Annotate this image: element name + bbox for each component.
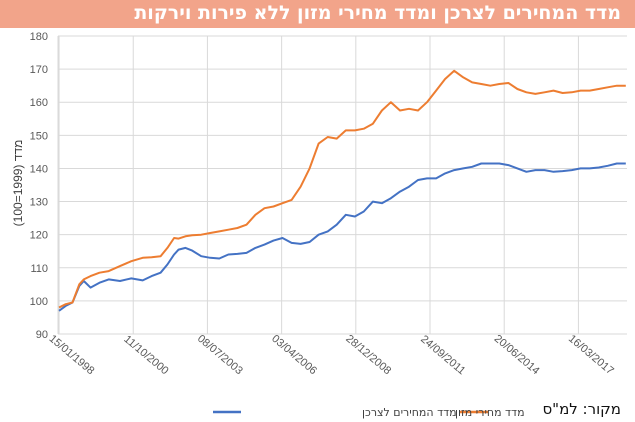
y-tick-label: 100 <box>30 296 48 308</box>
y-tick-label: 140 <box>30 163 48 175</box>
y-tick-label: 120 <box>30 230 48 242</box>
legend-label-food: מדד מחירי מזון <box>455 406 525 419</box>
x-tick-label: 08/07/2003 <box>195 333 245 378</box>
y-tick-label: 90 <box>36 329 48 341</box>
gridlines <box>57 35 627 335</box>
y-axis-title: מדד (1999=100) <box>11 140 25 227</box>
y-tick-label: 130 <box>30 197 48 209</box>
x-tick-label: 16/03/2017 <box>566 333 616 378</box>
x-tick-label: 11/10/2000 <box>121 333 170 377</box>
chart-title: מדד המחירים לצרכן ומדד מחירי מזון ללא פי… <box>134 2 621 24</box>
legend: מדד מחירי מזון מדד המחירים לצרכן <box>213 406 525 419</box>
legend-label-cpi: מדד המחירים לצרכן <box>362 406 457 419</box>
x-tick-label: 15/01/1998 <box>47 333 97 378</box>
series-line-food <box>58 69 626 309</box>
x-tick-label: 28/12/2008 <box>343 333 393 378</box>
title-bar: מדד המחירים לצרכן ומדד מחירי מזון ללא פי… <box>0 0 635 28</box>
source-note: מקור: למ"ס <box>542 400 621 418</box>
series-lines <box>58 69 626 312</box>
y-tick-label: 160 <box>30 97 48 109</box>
x-axis: 15/01/1998 11/10/2000 08/07/2003 03/04/2006… <box>47 333 616 378</box>
x-tick-label: 24/09/2011 <box>418 333 467 377</box>
series-line-cpi <box>58 162 626 312</box>
y-axis: 90 100 110 120 130 140 150 160 170 180 <box>30 31 48 341</box>
y-tick-label: 180 <box>30 31 48 43</box>
y-tick-label: 150 <box>30 130 48 142</box>
x-tick-label: 03/04/2006 <box>269 333 319 378</box>
y-tick-label: 110 <box>30 263 48 275</box>
x-tick-label: 20/06/2014 <box>492 333 542 378</box>
y-tick-label: 170 <box>30 64 48 76</box>
